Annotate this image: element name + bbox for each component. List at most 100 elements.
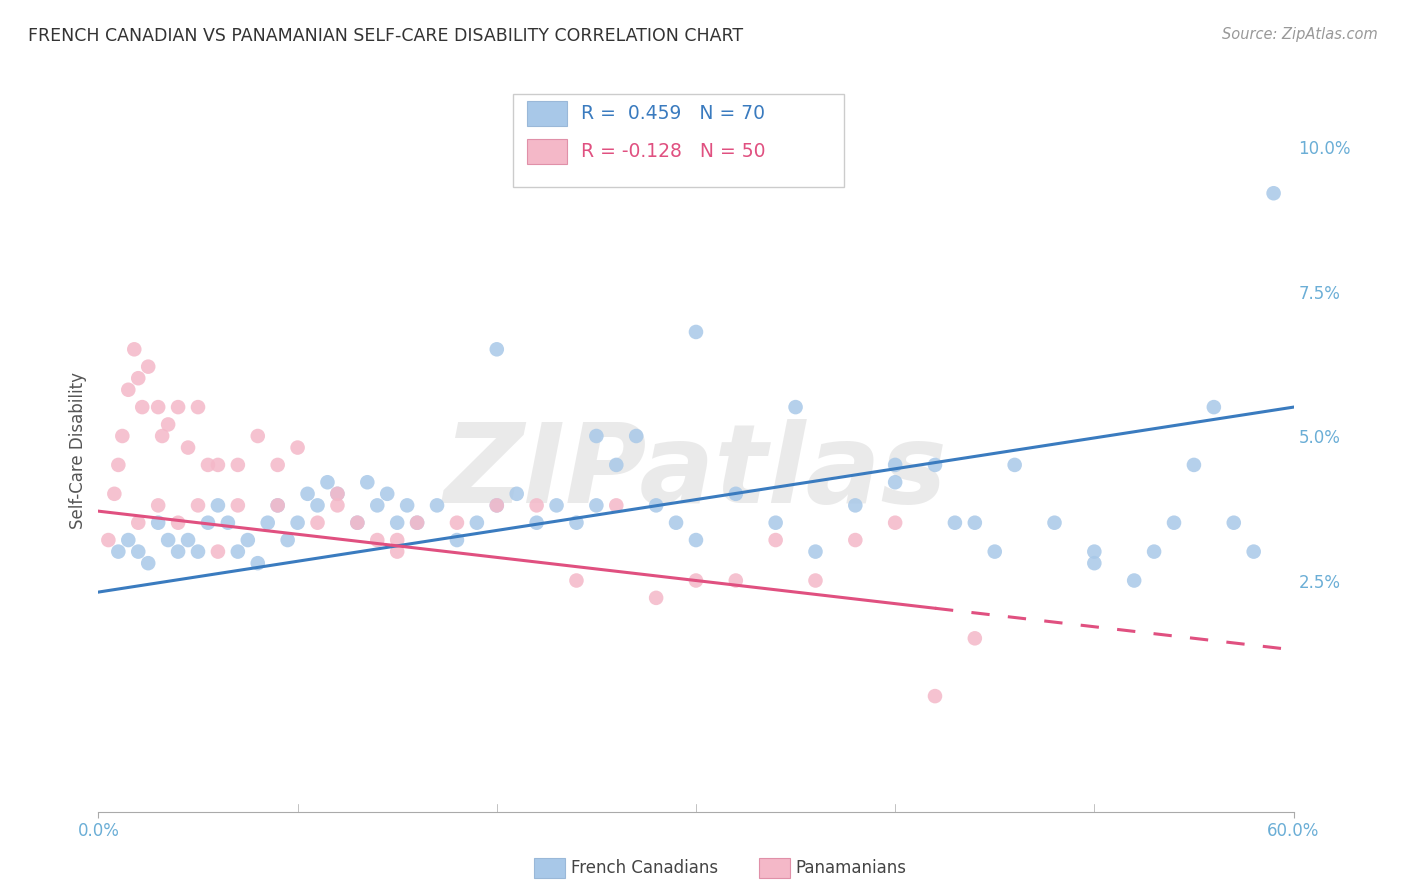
Point [256,516,278,530]
Point [131,400,153,414]
Point [446,533,468,547]
Point [326,499,349,513]
Point [884,458,907,472]
Point [385,544,409,558]
Point [148,499,170,513]
Point [124,343,146,357]
Point [157,417,180,432]
Point [446,516,468,530]
Point [963,516,986,530]
Point [1004,458,1026,472]
Point [267,499,290,513]
Point [1143,544,1166,558]
Point [326,487,349,501]
Point [226,544,249,558]
Text: French Canadians: French Canadians [571,859,718,877]
Point [984,544,1007,558]
Point [307,499,329,513]
Point [685,574,707,588]
Point [406,516,429,530]
Point [724,574,747,588]
Point [626,429,648,443]
Y-axis label: Self-Care Disability: Self-Care Disability [69,372,87,529]
Point [565,516,588,530]
Point [685,325,707,339]
Point [485,499,508,513]
Point [804,544,827,558]
Point [844,499,866,513]
Point [246,429,269,443]
Point [150,429,173,443]
Point [167,544,190,558]
Point [346,516,368,530]
Point [884,516,907,530]
Text: Source: ZipAtlas.com: Source: ZipAtlas.com [1222,27,1378,42]
Point [246,556,269,570]
Point [546,499,568,513]
Point [426,499,449,513]
Text: ZIPatlas: ZIPatlas [444,418,948,525]
Point [924,458,946,472]
Point [157,533,180,547]
Point [111,429,134,443]
Text: Panamanians: Panamanians [796,859,907,877]
Point [645,499,668,513]
Point [267,458,290,472]
Point [267,499,290,513]
Point [236,533,259,547]
Point [1043,516,1066,530]
Point [326,487,349,501]
Point [1182,458,1205,472]
Point [844,533,866,547]
Point [526,499,548,513]
Point [97,533,120,547]
Point [526,516,548,530]
Point [665,516,688,530]
Point [217,516,239,530]
Point [366,533,388,547]
Point [884,475,907,490]
Point [565,574,588,588]
Point [107,458,129,472]
Point [356,475,378,490]
Point [924,689,946,703]
Point [485,343,508,357]
Point [187,499,209,513]
Text: R = -0.128   N = 50: R = -0.128 N = 50 [581,142,765,161]
Point [127,544,149,558]
Point [685,533,707,547]
Point [963,632,986,646]
Point [316,475,339,490]
Point [585,499,607,513]
Point [406,516,429,530]
Point [1202,400,1225,414]
Point [307,516,329,530]
Point [506,487,529,501]
Point [605,458,627,472]
Point [297,487,319,501]
Point [107,544,129,558]
Point [346,516,368,530]
Point [385,533,409,547]
Point [167,516,190,530]
Point [724,487,747,501]
Point [177,533,200,547]
Point [127,516,149,530]
Point [287,441,309,455]
Point [645,591,668,605]
Point [207,499,229,513]
Point [765,533,787,547]
Point [1083,556,1105,570]
Point [366,499,388,513]
Point [585,429,607,443]
Point [1223,516,1246,530]
Point [1243,544,1265,558]
Text: FRENCH CANADIAN VS PANAMANIAN SELF-CARE DISABILITY CORRELATION CHART: FRENCH CANADIAN VS PANAMANIAN SELF-CARE … [28,27,744,45]
Point [187,544,209,558]
Point [226,458,249,472]
Point [485,499,508,513]
Point [943,516,966,530]
Point [197,516,219,530]
Point [1163,516,1185,530]
Point [127,371,149,385]
